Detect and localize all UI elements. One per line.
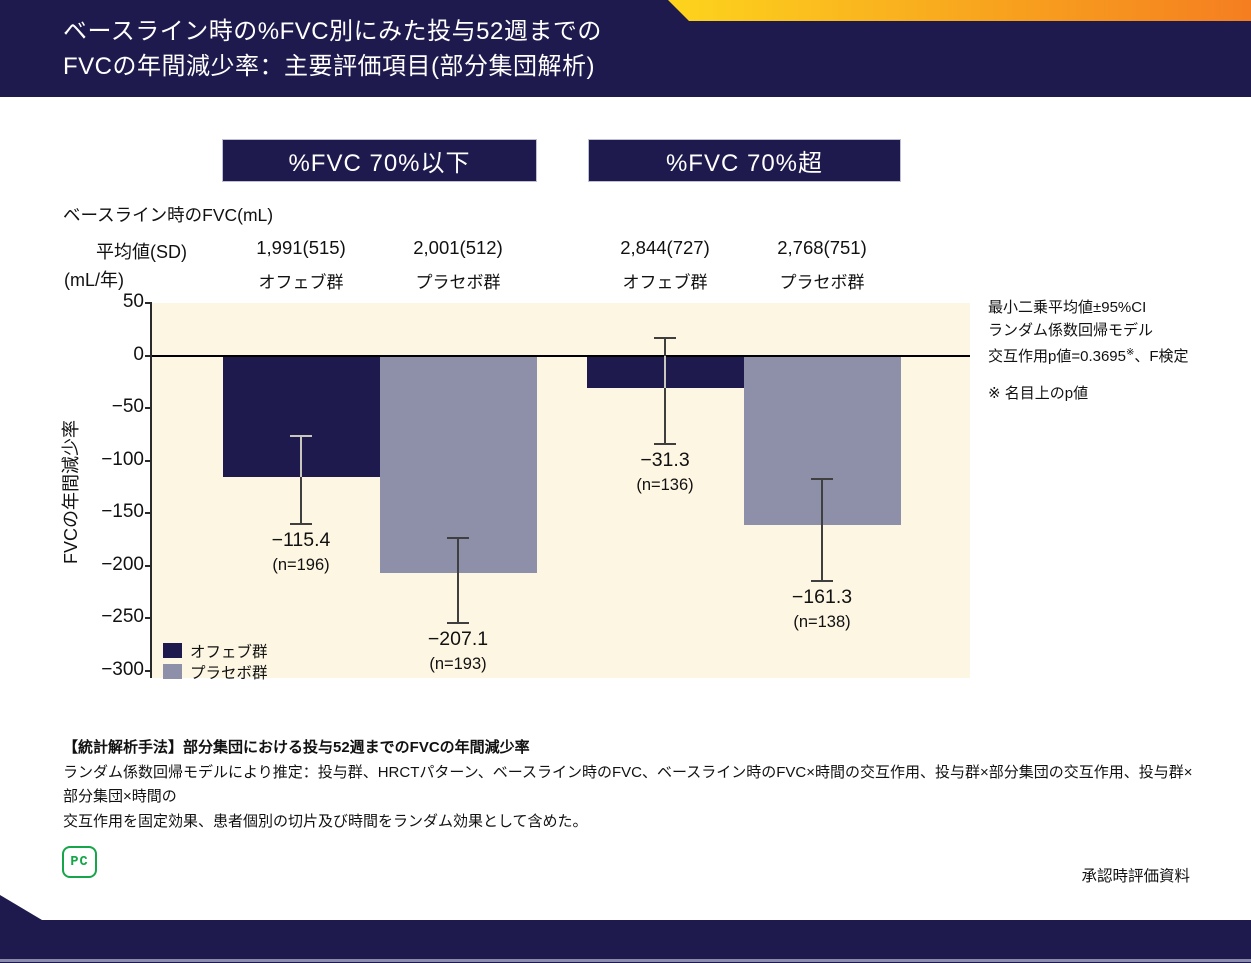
- ci-cap: [290, 522, 312, 525]
- legend-swatch-placebo: [163, 664, 182, 679]
- baseline-col-4: 2,768(751) プラセボ群: [732, 237, 912, 293]
- y-tick-label: 0: [133, 343, 144, 365]
- ci-cap: [654, 442, 676, 445]
- baseline-group-name: オフェブ群: [258, 273, 344, 292]
- y-tick-mark: [145, 564, 152, 567]
- bar-value: −115.4: [271, 528, 331, 551]
- bar-value: −31.3: [640, 448, 690, 471]
- bar-value-label: −207.1 (n=193): [388, 628, 528, 674]
- y-tick-label: −100: [101, 448, 144, 470]
- baseline-col-2: 2,001(512) プラセボ群: [368, 237, 548, 293]
- y-tick-mark: [145, 407, 152, 409]
- pvalue-text: 交互作用p値=0.3695: [988, 348, 1126, 365]
- mean-sd-row-label: 平均値(SD): [96, 242, 187, 262]
- baseline-group-name: プラセボ群: [779, 273, 865, 292]
- annotation-footnote: ※ 名目上のp値: [988, 384, 1089, 402]
- baseline-mean-value: 2,768(751): [777, 237, 867, 258]
- ci-cap: [447, 622, 469, 625]
- bottom-band-triangle: [0, 895, 42, 920]
- legend-item-ofev: オフェブ群: [163, 640, 268, 661]
- ci-whisker: [821, 479, 823, 582]
- y-axis-line: [150, 303, 152, 678]
- page-title: ベースライン時の%FVC別にみた投与52週までの FVCの年間減少率：主要評価項…: [63, 14, 602, 84]
- pvalue-reference-mark: ※: [1125, 347, 1135, 358]
- footnote-heading: 【統計解析手法】部分集団における投与52週までのFVCの年間減少率: [63, 739, 530, 756]
- page-title-line2: FVCの年間減少率：主要評価項目(部分集団解析): [63, 53, 595, 80]
- stat-annotation: 最小二乗平均値±95%CI ランダム係数回帰モデル 交互作用p値=0.3695※…: [988, 297, 1238, 405]
- bar-value: −207.1: [427, 628, 489, 651]
- y-tick-label: −50: [111, 396, 144, 417]
- ci-whisker-overlap: [664, 355, 666, 389]
- ci-whisker: [457, 538, 459, 624]
- y-tick-label: −200: [101, 553, 144, 575]
- ci-whisker-overlap: [300, 436, 302, 477]
- footnote-body-line2: 交互作用を固定効果、患者個別の切片及び時間をランダム効果として含めた。: [63, 812, 588, 830]
- bottom-accent-line: [0, 959, 1251, 962]
- y-tick-label: 50: [122, 291, 144, 312]
- ci-cap: [811, 478, 833, 481]
- y-tick-mark: [145, 617, 152, 619]
- baseline-mean-value: 2,844(727): [620, 237, 710, 258]
- annotation-line-model: ランダム係数回帰モデル: [988, 321, 1154, 339]
- ci-cap: [811, 580, 833, 583]
- baseline-col-3: 2,844(727) オフェブ群: [575, 237, 755, 293]
- y-tick-label: −250: [101, 606, 144, 627]
- bar-placebo-group1: [379, 355, 537, 573]
- bar-n-count: (n=136): [636, 475, 694, 494]
- bar-value-label: −31.3 (n=136): [595, 449, 735, 495]
- unit-row-label: (mL/年): [64, 270, 124, 290]
- baseline-group-name: プラセボ群: [415, 273, 501, 292]
- y-tick-mark: [145, 459, 152, 462]
- y-tick-mark: [145, 512, 152, 514]
- baseline-mean-value: 2,001(512): [413, 237, 503, 258]
- baseline-fvc-label: ベースライン時のFVC(mL): [63, 205, 274, 225]
- pvalue-test-text: 、F検定: [1134, 348, 1189, 365]
- annotation-line-ci: 最小二乗平均値±95%CI: [988, 299, 1147, 316]
- bar-value: −161.3: [791, 586, 853, 609]
- legend-label-ofev: オフェブ群: [190, 643, 268, 661]
- bar-value-label: −161.3 (n=138): [752, 586, 892, 632]
- zero-axis-line: [152, 354, 970, 357]
- bar-n-count: (n=196): [272, 555, 330, 574]
- bottom-band: [0, 920, 1251, 963]
- bar-value-label: −115.4 (n=196): [231, 529, 371, 575]
- ci-cap: [654, 336, 676, 339]
- approval-material-label: 承認時評価資料: [1081, 868, 1190, 885]
- footnote-body-line1: ランダム係数回帰モデルにより推定：投与群、HRCTパターン、ベースライン時のFV…: [63, 763, 1193, 806]
- y-tick-label: −150: [101, 501, 144, 522]
- y-tick-label: −300: [101, 658, 144, 680]
- bar-n-count: (n=138): [793, 613, 851, 632]
- y-tick-mark: [145, 354, 152, 357]
- baseline-group-name: オフェブ群: [622, 273, 708, 292]
- group-header-fvc-gt70: %FVC 70%超: [588, 139, 901, 182]
- legend-label-placebo: プラセボ群: [190, 664, 268, 682]
- ci-cap: [447, 537, 469, 540]
- group-header-fvc-le70: %FVC 70%以下: [222, 139, 537, 182]
- y-tick-mark: [145, 302, 152, 304]
- ci-cap: [290, 435, 312, 438]
- statistical-method-footnote: 【統計解析手法】部分集団における投与52週までのFVCの年間減少率 ランダム係数…: [63, 736, 1203, 834]
- bar-n-count: (n=193): [429, 655, 487, 674]
- legend-item-placebo: プラセボ群: [163, 661, 268, 682]
- chart-legend: オフェブ群 プラセボ群: [163, 640, 268, 682]
- annotation-line-pvalue: 交互作用p値=0.3695※、F検定: [988, 342, 1238, 369]
- y-tick-mark: [145, 669, 152, 672]
- baseline-col-1: 1,991(515) オフェブ群: [211, 237, 391, 293]
- orange-accent-stripe: [668, 0, 1251, 21]
- page-title-line1: ベースライン時の%FVC別にみた投与52週までの: [63, 18, 602, 45]
- ci-whisker: [664, 337, 666, 444]
- baseline-mean-value: 1,991(515): [256, 237, 346, 258]
- pc-logo: PC: [62, 846, 97, 878]
- legend-swatch-ofev: [163, 643, 182, 658]
- ci-whisker: [300, 436, 302, 524]
